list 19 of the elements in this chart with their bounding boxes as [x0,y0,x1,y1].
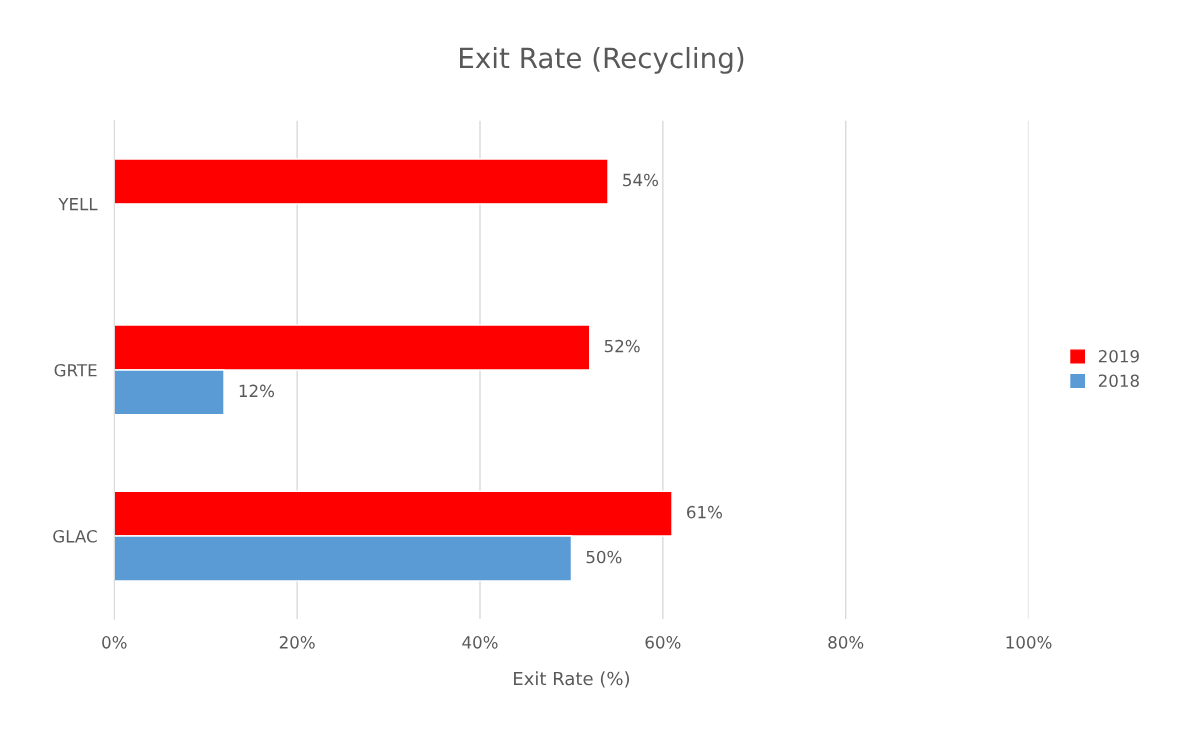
data-label: 52% [604,339,640,353]
x-tick-label: 0% [102,636,127,649]
data-label: 54% [623,173,659,187]
data-label: 12% [239,384,275,398]
legend-label: 2018 [1098,374,1139,388]
x-tick-label: 20% [279,636,315,649]
y-tick-label: GLAC [53,530,97,543]
x-tick-label: 80% [828,636,864,649]
x-tick-label: 100% [1006,636,1052,649]
y-tick-label: YELL [58,198,98,211]
x-axis-title: Exit Rate (%) [514,671,630,688]
y-tick-label: GRTE [54,363,97,377]
chart-title: Exit Rate (Recycling) [460,46,744,74]
data-label: 50% [586,550,622,564]
bar [114,158,609,205]
x-tick-label: 60% [645,636,681,649]
x-tick-label: 40% [462,636,498,649]
data-label: 61% [687,505,723,519]
legend-label: 2019 [1098,349,1139,363]
